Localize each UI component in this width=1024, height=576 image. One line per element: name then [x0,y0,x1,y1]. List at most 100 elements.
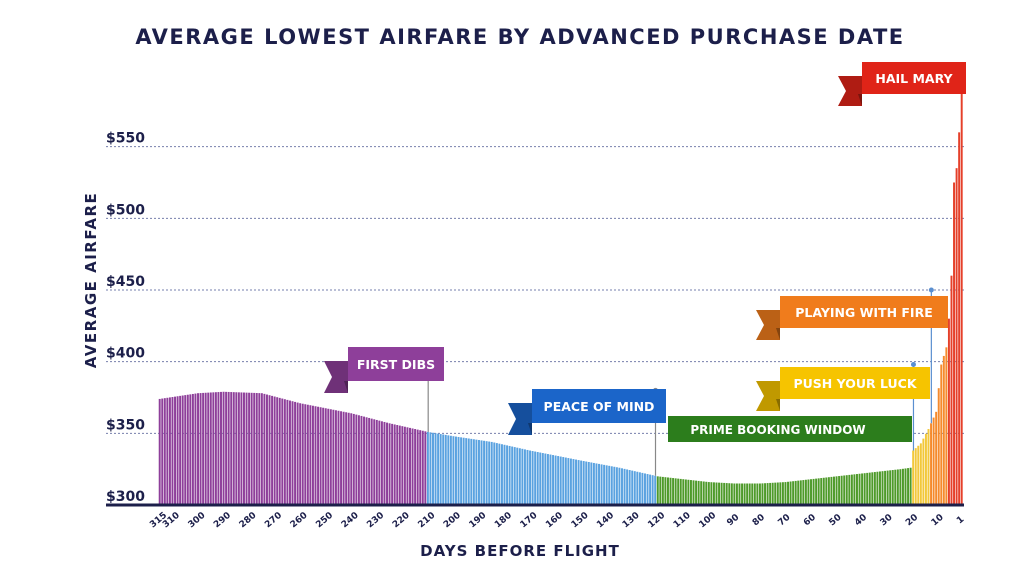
bar-day-77 [766,483,769,505]
bar-day-235 [363,416,366,505]
bar-day-106 [692,480,695,505]
bar-day-177 [511,446,514,505]
bar-day-227 [383,421,386,505]
bar-day-56 [820,478,823,505]
bar-day-73 [776,482,779,505]
bar-day-156 [564,457,567,505]
bar-day-289 [225,391,228,505]
bar-day-196 [462,437,465,505]
bar-day-29 [889,470,892,505]
banner-prime-booking-sublabel: 115 - 21 DAYS IN ADVANCE [691,452,865,466]
bar-day-271 [271,395,274,505]
bar-day-90 [733,483,736,505]
bar-day-24 [901,468,904,505]
banner-push-your-luck-fold [776,399,780,411]
bar-day-224 [391,423,394,505]
bar-day-67 [792,481,795,505]
bar-day-18 [917,445,920,505]
bar-day-12 [932,417,935,505]
x-tick-label: 100 [697,511,718,531]
bar-day-230 [375,419,378,505]
bar-day-115 [669,477,672,505]
bar-day-45 [848,474,851,505]
bar-day-273 [265,394,268,505]
bar-day-147 [587,462,590,505]
bar-day-93 [725,483,728,505]
bar-day-120 [656,476,659,505]
bar-day-268 [278,397,281,505]
bar-day-121 [654,475,657,505]
bar-day-84 [748,483,751,505]
bar-day-166 [539,452,542,505]
bar-day-75 [771,482,774,505]
bar-day-248 [329,409,332,505]
y-tick-label: $400 [106,346,145,362]
banner-prime-booking-box [668,416,912,442]
bar-day-109 [684,479,687,505]
bar-day-112 [677,478,680,505]
bar-day-192 [472,439,475,505]
bar-day-21 [909,467,912,505]
bar-day-283 [240,392,243,505]
bar-day-148 [585,461,588,505]
x-tick-label: 170 [519,511,540,531]
bar-day-154 [569,458,572,505]
bar-day-119 [659,476,662,505]
bar-day-251 [322,407,325,505]
bar-day-311 [168,397,171,505]
bars [158,75,963,506]
bar-day-87 [741,483,744,505]
bar-day-206 [437,433,440,505]
bar-day-49 [838,476,841,505]
bar-day-32 [881,471,884,505]
bar-day-313 [163,398,166,505]
bar-day-258 [304,404,307,505]
bar-day-284 [237,392,240,505]
bar-day-96 [718,482,721,505]
y-tick-label: $500 [106,202,145,218]
bar-day-52 [830,476,833,505]
bar-day-31 [884,470,887,505]
bar-day-290 [222,391,225,505]
bar-day-22 [907,468,910,505]
bar-day-172 [523,449,526,505]
y-tick-label: $300 [106,489,145,505]
bar-day-92 [728,483,731,505]
bar-day-5 [950,275,953,505]
y-tick-label: $350 [106,417,145,433]
bar-day-175 [516,447,519,505]
bar-day-256 [309,405,312,505]
bar-day-281 [245,392,248,505]
bar-day-186 [488,441,491,505]
bar-day-86 [743,483,746,505]
bar-day-10 [937,388,940,505]
bar-day-190 [477,440,480,505]
bar-day-13 [930,423,933,505]
bar-day-314 [161,398,164,505]
banner-peace-of-mind-box [532,389,666,423]
bar-day-305 [184,395,187,505]
bar-day-245 [337,410,340,505]
bar-day-188 [483,440,486,505]
bar-day-208 [432,432,434,505]
bar-day-118 [661,476,664,505]
bar-day-200 [452,436,455,505]
bar-day-232 [370,418,373,505]
bar-day-30 [886,470,889,505]
bar-day-131 [628,470,631,505]
bar-day-298 [202,392,205,505]
bar-day-78 [764,483,767,505]
bar-day-130 [631,470,634,505]
bar-day-126 [641,472,644,505]
banner-hail-mary-fold [858,94,862,106]
bar-day-158 [559,456,562,505]
bar-day-151 [577,460,580,505]
bar-day-307 [179,395,182,505]
bar-day-65 [797,480,800,505]
bar-day-234 [365,417,368,505]
bar-day-129 [633,471,636,505]
bar-day-287 [230,392,233,505]
bar-day-293 [214,392,217,505]
bar-day-302 [191,393,194,505]
